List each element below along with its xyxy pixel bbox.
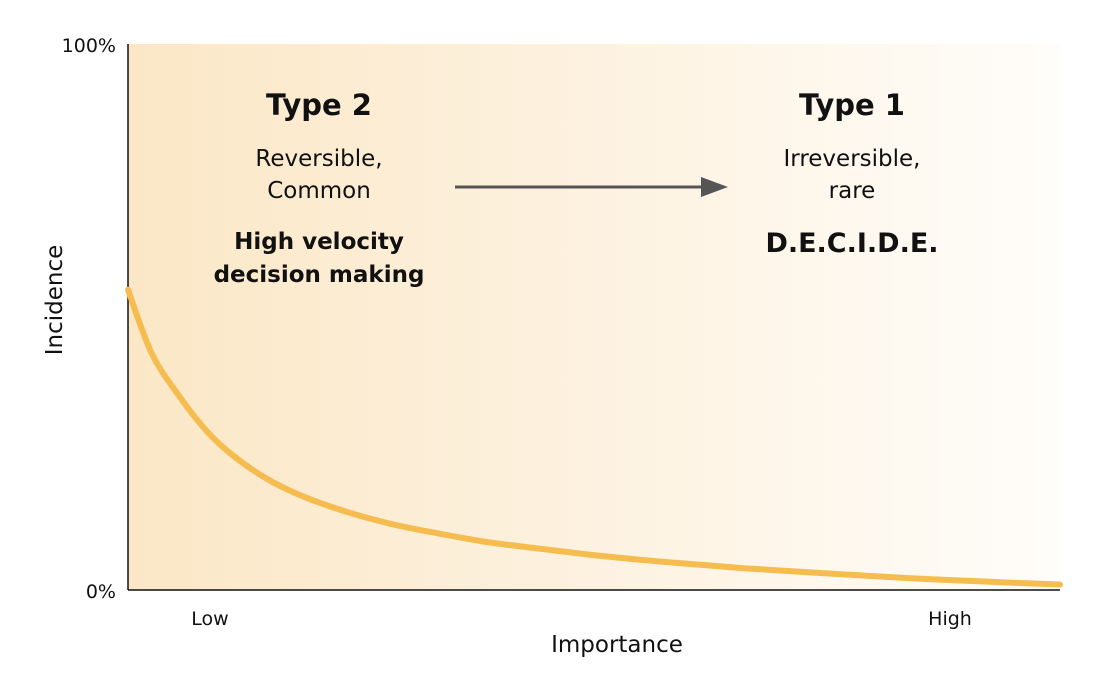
type1-heading: Type 1 — [799, 88, 905, 122]
transition-arrow-head — [701, 177, 728, 197]
type2-bold2: decision making — [214, 262, 425, 288]
type1-line2: rare — [829, 178, 876, 204]
x-tick-label-low: Low — [191, 608, 228, 630]
y-tick-label-bottom: 0% — [86, 581, 116, 603]
plot-background — [128, 44, 1060, 590]
type2-line1: Reversible, — [255, 146, 382, 172]
type1-decide-label: D.E.C.I.D.E. — [765, 228, 938, 259]
type1-line1: Irreversible, — [784, 146, 921, 172]
incidence-curve — [125, 286, 1063, 588]
x-axis-title: Importance — [551, 632, 683, 658]
type2-bold1: High velocity — [234, 229, 404, 255]
type2-line2: Common — [267, 178, 371, 204]
type2-heading: Type 2 — [266, 88, 372, 122]
x-tick-label-high: High — [928, 608, 972, 630]
y-tick-label-top: 100% — [62, 35, 116, 57]
y-axis-title: Incidence — [42, 245, 68, 356]
